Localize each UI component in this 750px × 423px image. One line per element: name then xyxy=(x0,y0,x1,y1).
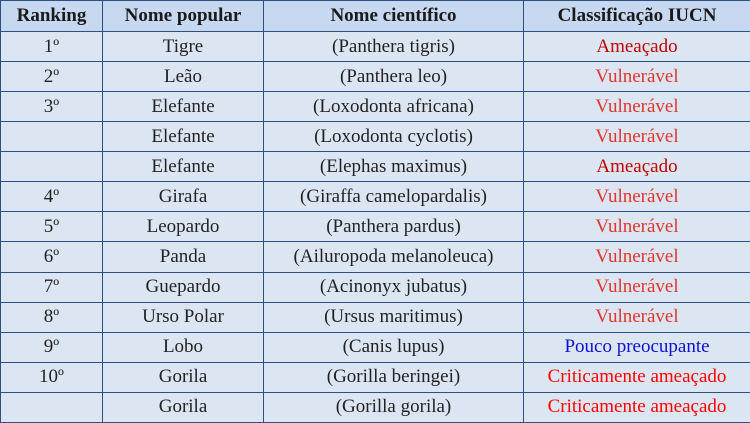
common-name-cell: Elefante xyxy=(102,91,264,123)
table-row: 1º Tigre (Panthera tigris) Ameaçado xyxy=(0,30,750,63)
ranking-cell: 3º xyxy=(0,91,103,123)
status-cell: Vulnerável xyxy=(523,121,750,153)
scientific-name-cell: (Giraffa camelopardalis) xyxy=(263,181,524,213)
ranking-cell: 4º xyxy=(0,181,103,213)
ranking-cell: 6º xyxy=(0,241,103,273)
table-row: 7º Guepardo (Acinonyx jubatus) Vulnerável xyxy=(0,271,750,303)
scientific-name-cell: (Ailuropoda melanoleuca) xyxy=(263,241,524,273)
table-row: Elefante (Elephas maximus) Ameaçado xyxy=(0,151,750,183)
common-name-cell: Urso Polar xyxy=(102,301,264,333)
common-name-cell: Elefante xyxy=(102,151,264,183)
ranking-cell: 10º xyxy=(0,361,103,393)
status-cell: Vulnerável xyxy=(523,301,750,333)
ranking-cell: 5º xyxy=(0,211,103,243)
scientific-name-cell: (Loxodonta africana) xyxy=(263,91,524,123)
ranking-cell xyxy=(0,151,103,183)
header-row: Ranking Nome popular Nome científico Classi… xyxy=(0,0,750,32)
scientific-name-cell: (Elephas maximus) xyxy=(263,151,524,183)
common-name-cell: Girafa xyxy=(102,181,264,213)
scientific-name-cell: (Gorilla beringei) xyxy=(263,361,524,393)
status-cell: Vulnerável xyxy=(523,61,750,93)
common-name-cell: Leopardo xyxy=(102,211,264,243)
scientific-name-cell: (Panthera pardus) xyxy=(263,211,524,243)
common-name-cell: Panda xyxy=(102,241,264,273)
scientific-name-cell: (Acinonyx jubatus) xyxy=(263,271,524,303)
ranking-cell xyxy=(0,121,103,153)
scientific-name-cell: (Ursus maritimus) xyxy=(263,301,524,333)
status-cell: Criticamente ameaçado xyxy=(523,391,750,423)
table-body: 1º Tigre (Panthera tigris) Ameaçado 2º Leão (P… xyxy=(0,30,750,423)
header-cell: Nome popular xyxy=(102,0,264,32)
scientific-name-cell: (Canis lupus) xyxy=(263,331,524,363)
table-row: 6º Panda (Ailuropoda melanoleuca) Vulneráve… xyxy=(0,241,750,273)
common-name-cell: Leão xyxy=(102,61,264,93)
table-row: 3º Elefante (Loxodonta africana) Vulnerável xyxy=(0,91,750,123)
status-cell: Vulnerável xyxy=(523,241,750,273)
ranking-cell: 1º xyxy=(0,30,103,63)
ranking-cell: 7º xyxy=(0,271,103,303)
table-row: 10º Gorila (Gorilla beringei) Criticamente … xyxy=(0,361,750,393)
table-row: Gorila (Gorilla gorila) Criticamente ameaç… xyxy=(0,391,750,423)
table-row: Elefante (Loxodonta cyclotis) Vulnerável xyxy=(0,121,750,153)
table-row: 9º Lobo (Canis lupus) Pouco preocupante xyxy=(0,331,750,363)
status-cell: Vulnerável xyxy=(523,271,750,303)
ranking-cell: 8º xyxy=(0,301,103,333)
header-cell: Classificação IUCN xyxy=(523,0,750,32)
status-cell: Vulnerável xyxy=(523,211,750,243)
common-name-cell: Gorila xyxy=(102,361,264,393)
common-name-cell: Elefante xyxy=(102,121,264,153)
status-cell: Ameaçado xyxy=(523,151,750,183)
common-name-cell: Tigre xyxy=(102,30,264,63)
scientific-name-cell: (Panthera leo) xyxy=(263,61,524,93)
table-row: 8º Urso Polar (Ursus maritimus) Vulnerável xyxy=(0,301,750,333)
common-name-cell: Guepardo xyxy=(102,271,264,303)
ranking-cell: 9º xyxy=(0,331,103,363)
status-cell: Pouco preocupante xyxy=(523,331,750,363)
table-row: 2º Leão (Panthera leo) Vulnerável xyxy=(0,61,750,93)
header-cell: Ranking xyxy=(0,0,103,32)
status-cell: Criticamente ameaçado xyxy=(523,361,750,393)
table-row: 4º Girafa (Giraffa camelopardalis) Vulneráv… xyxy=(0,181,750,213)
scientific-name-cell: (Panthera tigris) xyxy=(263,30,524,63)
ranking-cell xyxy=(0,391,103,423)
status-cell: Vulnerável xyxy=(523,91,750,123)
status-cell: Ameaçado xyxy=(523,30,750,63)
scientific-name-cell: (Loxodonta cyclotis) xyxy=(263,121,524,153)
scientific-name-cell: (Gorilla gorila) xyxy=(263,391,524,423)
header-cell: Nome científico xyxy=(263,0,524,32)
common-name-cell: Lobo xyxy=(102,331,264,363)
status-cell: Vulnerável xyxy=(523,181,750,213)
table-row: 5º Leopardo (Panthera pardus) Vulnerável xyxy=(0,211,750,243)
common-name-cell: Gorila xyxy=(102,391,264,423)
ranking-cell: 2º xyxy=(0,61,103,93)
